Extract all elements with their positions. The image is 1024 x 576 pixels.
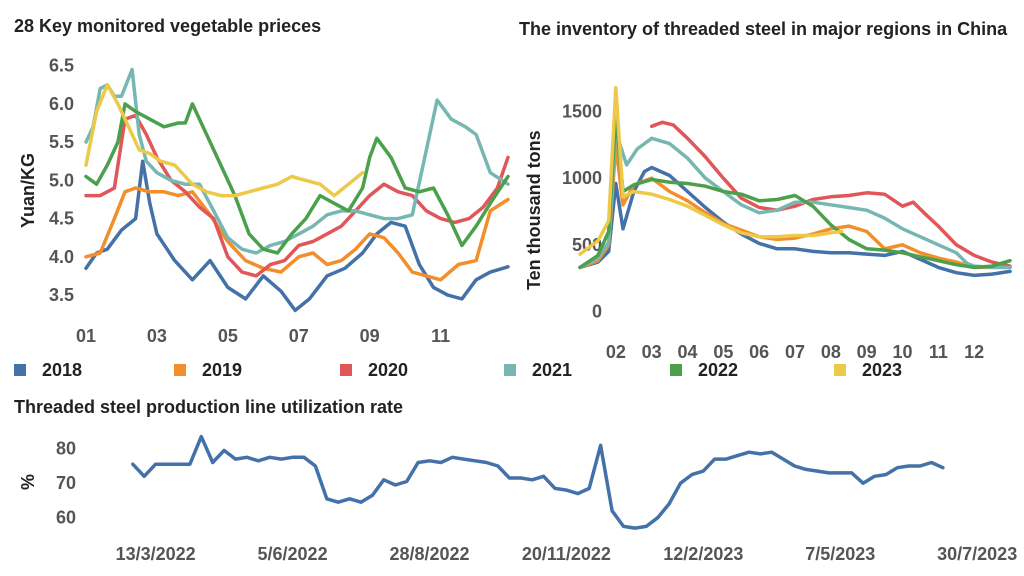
chart2-series-line-2019 <box>578 143 1012 270</box>
chart2-series-line-2020 <box>649 120 1012 268</box>
legend-item-2020: 2020 <box>340 360 408 381</box>
chart3-y-tick-label: 80 <box>56 439 76 459</box>
chart3-x-tick-label: 7/5/2023 <box>805 544 875 564</box>
chart1-series-line-2020 <box>84 113 510 278</box>
chart3-x-tick-label: 12/2/2023 <box>663 544 743 564</box>
chart2-x-tick-label: 05 <box>713 342 733 362</box>
legend-item-2019: 2019 <box>174 360 242 381</box>
chart2-x-tick-label: 06 <box>749 342 769 362</box>
legend-item-2023: 2023 <box>834 360 902 381</box>
legend-swatch <box>670 364 682 376</box>
legend: 2018 2019 2020 2021 2022 2023 <box>14 360 1014 388</box>
chart2-x-tick-label: 03 <box>642 342 662 362</box>
legend-swatch <box>834 364 846 376</box>
chart2-y-tick-label: 500 <box>572 235 602 255</box>
chart3-x-tick-label: 20/11/2022 <box>522 544 611 564</box>
legend-label: 2019 <box>202 360 243 380</box>
chart3-y-tick-label: 60 <box>56 508 76 528</box>
chart1-title: 28 Key monitored vegetable prieces <box>14 16 322 36</box>
chart1-x-tick-label: 01 <box>76 326 96 346</box>
chart1-y-tick-label: 4.0 <box>49 247 74 267</box>
chart2-series-line-2022 <box>578 112 1012 270</box>
chart1-x-tick-label: 03 <box>147 326 167 346</box>
chart1-series-line-2019 <box>84 186 510 282</box>
chart2-y-tick-label: 0 <box>592 301 602 321</box>
chart1-y-tick-label: 3.5 <box>49 285 74 305</box>
chart2-y-tick-label: 1500 <box>562 102 602 122</box>
chart2-series-line-2021 <box>578 129 1012 270</box>
chart3-x-tick-label: 13/3/2022 <box>116 544 196 564</box>
chart1-y-tick-label: 6.0 <box>49 94 74 114</box>
chart1-y-tick-label: 5.0 <box>49 170 74 190</box>
chart1-x-tick-label: 09 <box>360 326 380 346</box>
legend-swatch <box>174 364 186 376</box>
legend-swatch <box>340 364 352 376</box>
legend-label: 2022 <box>698 360 739 380</box>
chart2-x-tick-label: 09 <box>857 342 877 362</box>
chart1-y-tick-label: 4.5 <box>49 209 74 229</box>
legend-item-2021: 2021 <box>504 360 572 381</box>
chart3-y-tick-label: 70 <box>56 473 76 493</box>
legend-item-2018: 2018 <box>14 360 82 381</box>
chart3-x-tick-label: 28/8/2022 <box>389 544 469 564</box>
chart2-x-tick-label: 02 <box>606 342 626 362</box>
chart3-x-tick-label: 30/7/2023 <box>937 544 1017 564</box>
chart1-y-tick-label: 6.5 <box>49 56 74 76</box>
chart1-x-tick-label: 07 <box>289 326 309 346</box>
legend-item-2022: 2022 <box>670 360 738 381</box>
chart2-x-tick-label: 10 <box>892 342 912 362</box>
chart2-x-tick-label: 04 <box>677 342 697 362</box>
chart1-series-line-2022 <box>84 102 510 255</box>
chart3-title: Threaded steel production line utilizati… <box>14 397 404 417</box>
chart2-series-line-2018 <box>578 165 1012 278</box>
legend-swatch <box>504 364 516 376</box>
legend-label: 2020 <box>368 360 409 380</box>
chart1-series-line-2018 <box>84 159 510 313</box>
chart3-series-line <box>131 434 945 530</box>
legend-label: 2021 <box>532 360 573 380</box>
chart1-series-line-2023 <box>84 83 365 198</box>
chart2-x-tick-label: 11 <box>929 342 948 362</box>
chart1-y-tick-label: 5.5 <box>49 132 74 152</box>
chart2-y-tick-label: 1000 <box>562 168 602 188</box>
chart1-x-tick-label: 05 <box>218 326 238 346</box>
chart1-x-tick-label: 11 <box>431 326 450 346</box>
chart1-series-line-2021 <box>84 67 510 255</box>
chart2-x-tick-label: 07 <box>785 342 805 362</box>
legend-label: 2023 <box>862 360 903 380</box>
chart2-title: The inventory of threaded steel in major… <box>519 19 1008 39</box>
chart2-series-line-2023 <box>578 85 844 256</box>
legend-swatch <box>14 364 26 376</box>
chart2-x-tick-label: 08 <box>821 342 841 362</box>
chart2-x-tick-label: 12 <box>964 342 984 362</box>
legend-label: 2018 <box>42 360 83 380</box>
chart3-x-tick-label: 5/6/2022 <box>258 544 328 564</box>
